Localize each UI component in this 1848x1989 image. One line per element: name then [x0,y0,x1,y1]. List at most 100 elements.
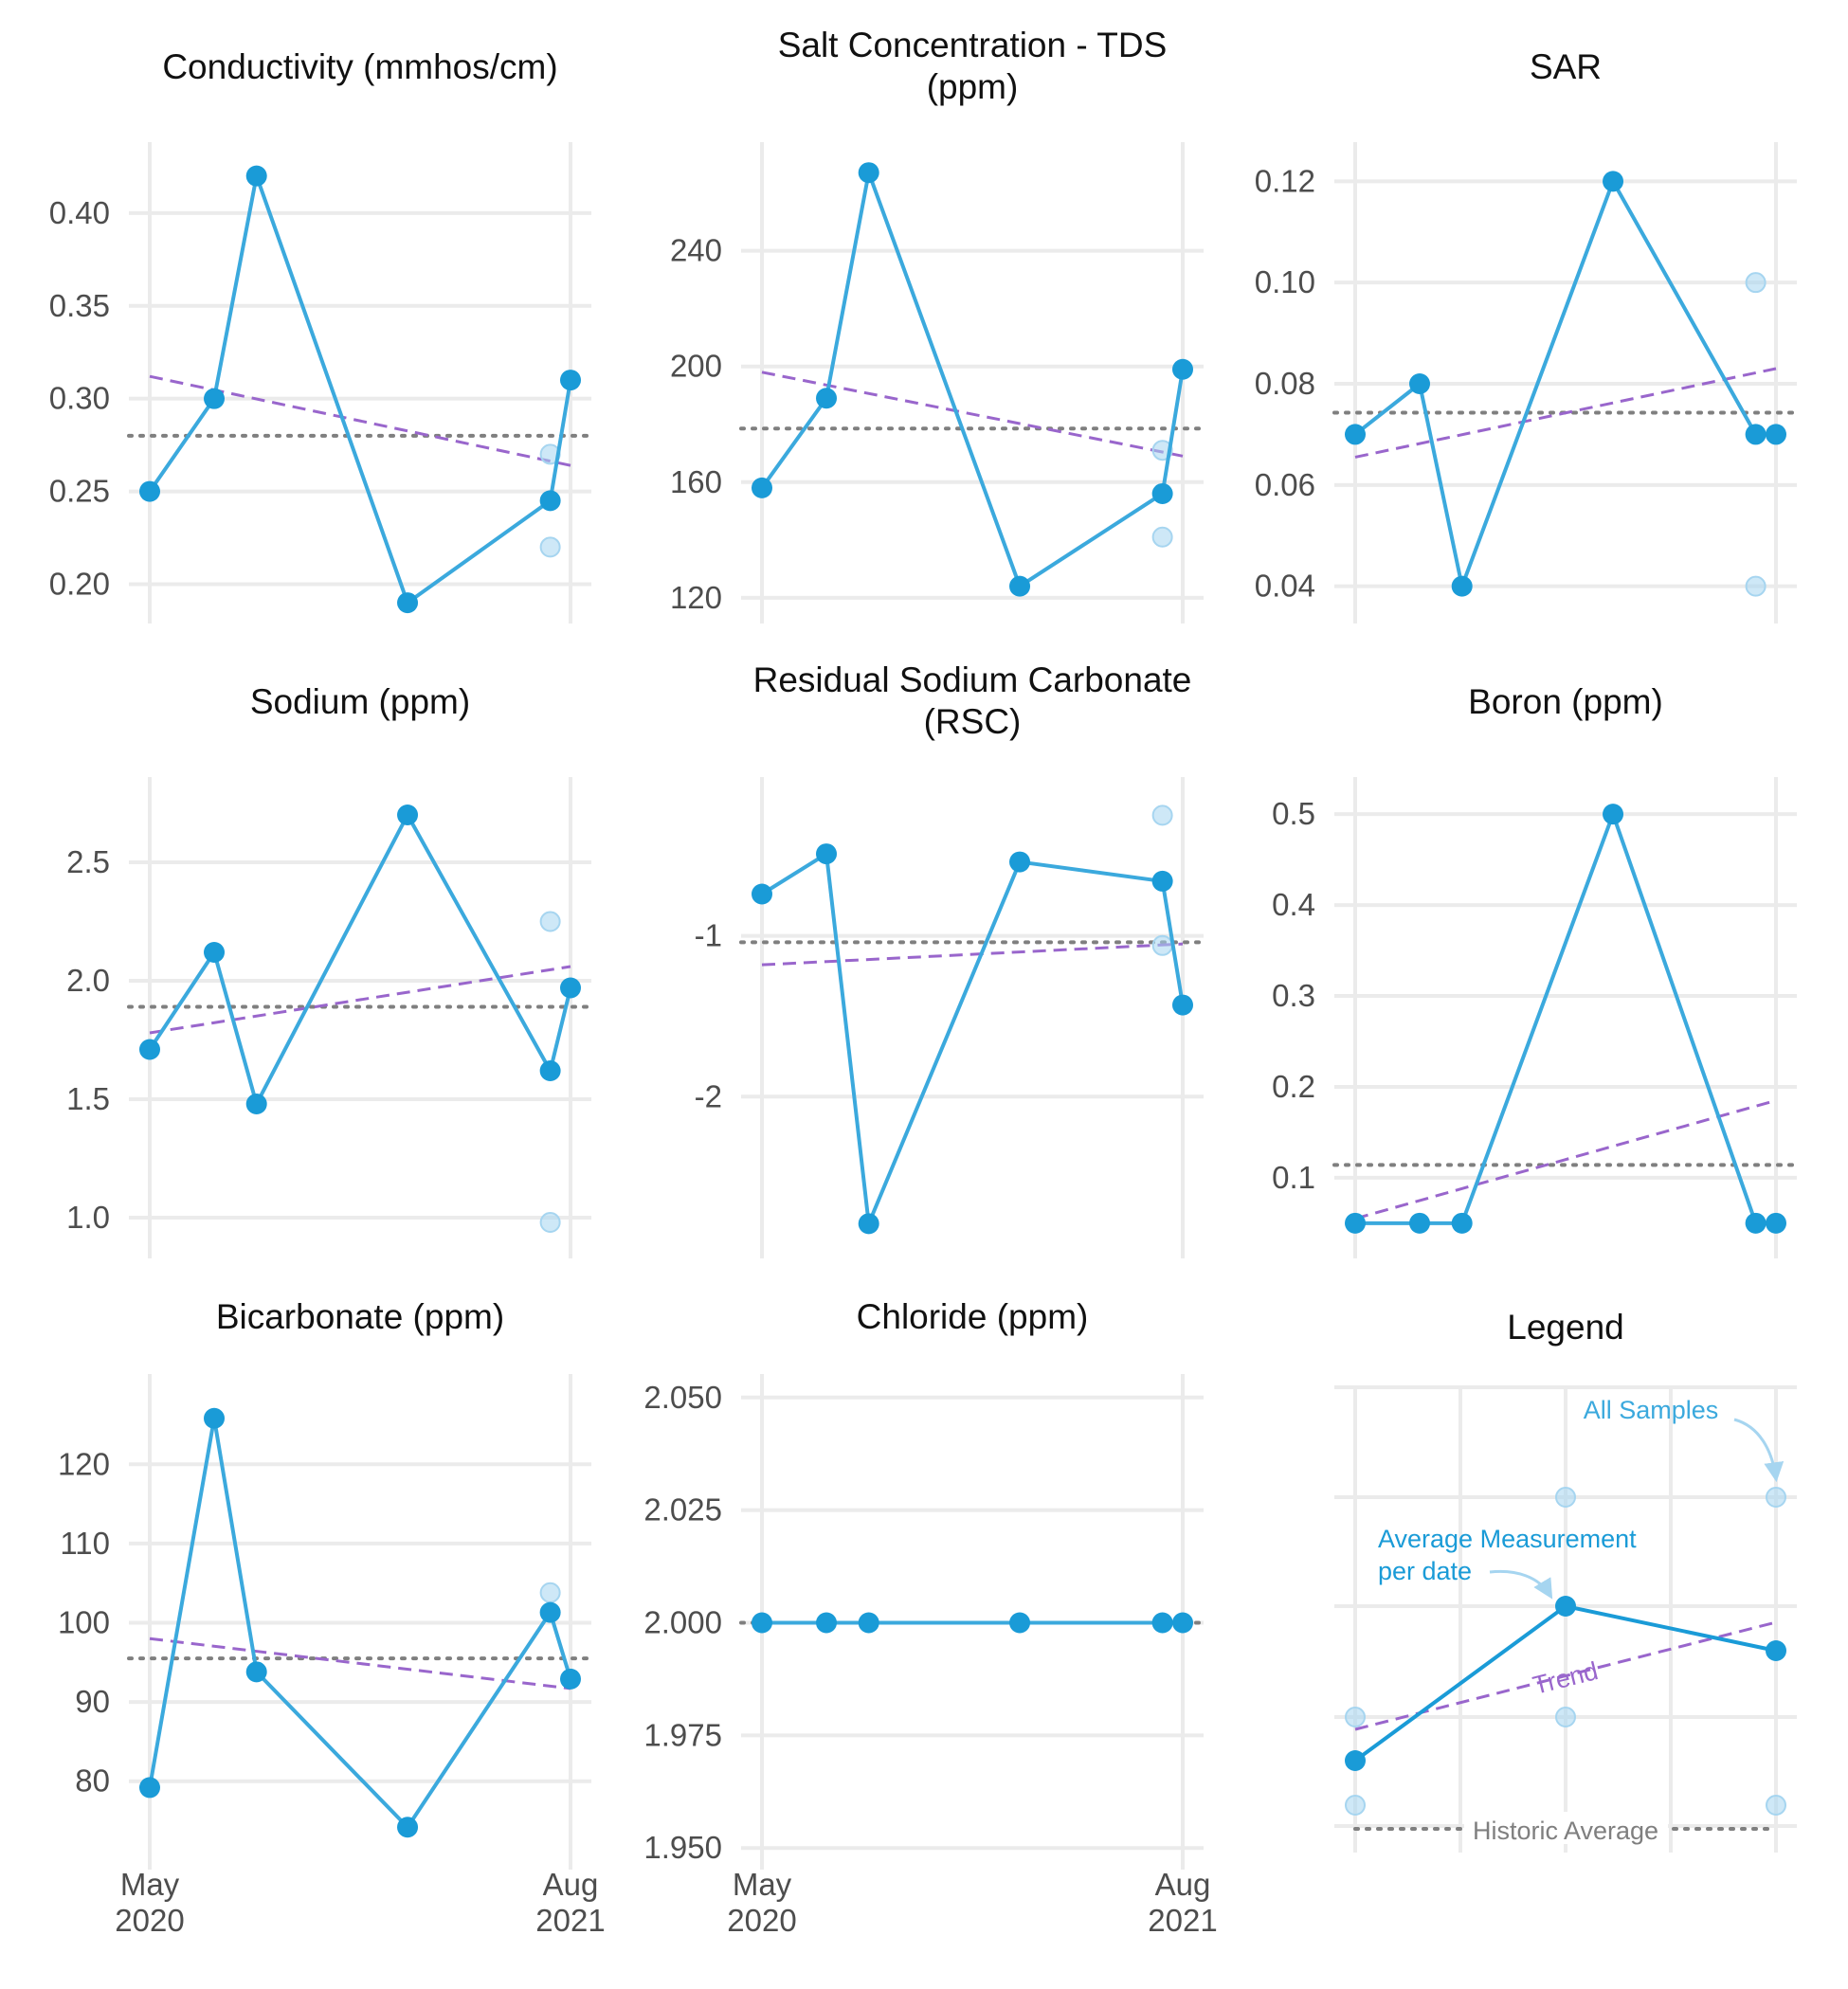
y-tick-label: 2.025 [643,1492,722,1528]
y-tick-label: 0.06 [1255,467,1315,502]
average-point [1409,1212,1431,1234]
y-tick-label: 0.10 [1255,264,1315,299]
average-point [139,480,160,502]
average-line [148,173,572,606]
average-point [858,1612,879,1634]
legend-average-arrow [1489,1569,1553,1600]
legend-average-label-line1: Average Measurement [1378,1525,1637,1553]
y-tick-label: 0.5 [1272,796,1315,831]
legend-sample-point [1766,1795,1786,1816]
y-tick-label: 120 [670,580,722,615]
average-point [245,1094,267,1114]
y-tick-label: 1.975 [643,1717,722,1752]
y-tick-label: 0.40 [49,195,110,230]
sample-point [539,1582,561,1603]
average-line [148,1416,572,1830]
y-tick-label: 0.1 [1272,1160,1315,1195]
average-point [539,490,561,512]
average-point [858,162,879,184]
y-tick-label: 0.20 [49,567,110,602]
legend-sample-point [1555,1707,1576,1727]
average-point [1345,424,1366,445]
panel-title: Salt Concentration - TDS [778,26,1168,64]
y-tick-label: 200 [670,349,722,384]
y-tick-label: 0.2 [1272,1069,1315,1104]
y-tick-label: 2.050 [643,1380,722,1415]
y-tick-label: 0.08 [1255,366,1315,401]
average-point [752,883,772,905]
y-tick-label: 2.5 [66,844,110,879]
trend-line [149,1636,571,1691]
average-point [1451,1212,1473,1234]
legend-trend-line [1354,1620,1777,1731]
average-point [245,165,267,187]
x-tick-month: Aug [1155,1867,1211,1902]
average-point [858,1213,879,1235]
sample-point [539,911,561,932]
legend-sample-point [1345,1795,1366,1816]
legend-samples-arrow [1733,1418,1785,1483]
average-point [139,1777,160,1799]
panel-title: Residual Sodium Carbonate [753,660,1192,699]
average-point [397,592,419,614]
x-tick-year: 2021 [535,1903,605,1938]
panel-title: SAR [1530,47,1602,86]
y-tick-label: 110 [60,1526,110,1561]
legend-average-point [1766,1640,1786,1661]
sample-point [1745,575,1766,597]
average-point [204,1407,226,1429]
sample-point [1745,272,1766,294]
y-tick-label: 80 [75,1763,110,1799]
y-tick-label: 0.35 [49,288,110,323]
y-tick-label: 0.25 [49,474,110,509]
sample-point [539,1212,561,1233]
average-point [1172,1612,1193,1634]
average-point [816,388,838,409]
panel-0: Conductivity (mmhos/cm) 0.20 0.25 0.30 0.35 0… [49,47,593,624]
x-tick-year: 2020 [727,1903,796,1938]
average-point [1345,1212,1366,1234]
legend-average-point [1555,1596,1576,1617]
y-tick-label: 0.4 [1272,887,1315,922]
average-point [1151,1612,1173,1634]
average-point [1151,870,1173,892]
average-line [760,171,1185,588]
legend-average-label-line2: per date [1378,1557,1472,1585]
y-tick-label: 120 [58,1446,110,1481]
legend-historic-bg [1464,1812,1668,1844]
average-point [816,1612,838,1634]
y-tick-label: -1 [695,918,722,953]
y-tick-label: 2.000 [643,1605,722,1640]
average-point [245,1661,267,1683]
average-point [1172,358,1193,380]
panel-3: Sodium (ppm) 1.0 1.5 2.0 2.5 [66,682,593,1258]
average-point [1451,575,1473,597]
average-line [148,813,572,1106]
average-point [1766,1212,1786,1234]
legend-title: Legend [1507,1308,1623,1347]
x-tick-year: 2020 [115,1903,184,1938]
average-point [1009,575,1031,597]
legend-samples-label: All Samples [1584,1396,1719,1424]
legend-historic-label: Historic Average [1473,1817,1658,1845]
average-point [752,477,772,498]
average-point [204,388,226,409]
x-tick-month: May [733,1867,792,1902]
y-tick-label: 0.04 [1255,569,1315,604]
average-point [539,1601,561,1623]
sample-point [539,536,561,558]
average-point [139,1039,160,1060]
y-tick-label: 2.0 [66,963,110,998]
average-point [1745,1212,1766,1234]
sample-point [1151,934,1173,956]
trend-line [1354,1098,1777,1221]
legend-sample-point [1345,1707,1366,1727]
chart-panels: Conductivity (mmhos/cm) 0.20 0.25 0.30 0.35 0… [49,26,1799,1938]
panel-title: Bicarbonate (ppm) [216,1297,504,1336]
y-tick-label: 0.30 [49,381,110,416]
average-point [560,1668,581,1690]
legend-sample-point [1555,1487,1576,1508]
average-line [760,852,1185,1226]
